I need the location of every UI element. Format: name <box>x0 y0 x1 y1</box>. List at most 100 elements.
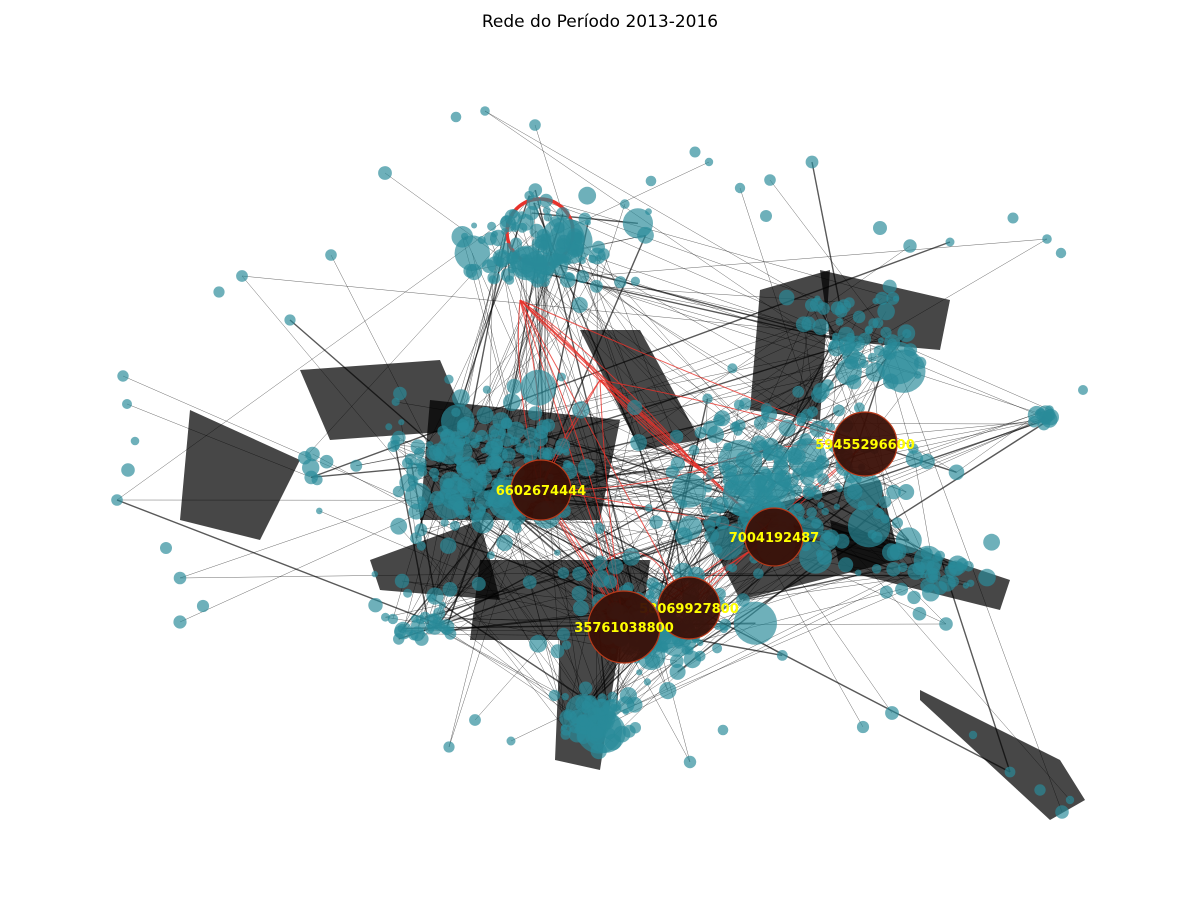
edge <box>664 588 902 650</box>
node <box>733 601 778 645</box>
node <box>325 249 337 261</box>
node <box>418 500 429 511</box>
node <box>571 585 587 602</box>
node <box>778 474 792 488</box>
node <box>130 436 140 446</box>
node <box>529 634 547 653</box>
highlight-edge <box>599 379 701 471</box>
node <box>620 199 630 209</box>
node <box>319 454 334 469</box>
edge <box>608 571 916 725</box>
node <box>563 710 573 721</box>
node <box>670 456 685 471</box>
edge <box>415 274 508 472</box>
node <box>196 599 210 613</box>
edge <box>241 275 847 336</box>
edge-bundle <box>300 360 470 440</box>
node <box>719 624 728 634</box>
node <box>443 741 455 753</box>
node <box>419 611 431 622</box>
node <box>630 434 647 451</box>
node <box>758 466 771 479</box>
node <box>572 566 587 582</box>
node <box>839 336 856 354</box>
node <box>510 237 523 250</box>
node <box>474 434 483 443</box>
node <box>882 279 897 294</box>
node <box>590 725 603 739</box>
node <box>122 399 132 409</box>
node <box>728 523 742 537</box>
hub-node <box>744 507 804 567</box>
edge <box>179 495 419 579</box>
node <box>610 703 618 712</box>
node <box>462 509 469 516</box>
node <box>674 527 693 545</box>
node <box>649 515 663 529</box>
node <box>855 569 862 576</box>
node <box>622 548 641 566</box>
node <box>725 564 733 572</box>
node <box>581 700 591 710</box>
node <box>444 627 457 640</box>
highlight-edge <box>519 299 690 609</box>
edge <box>530 433 697 576</box>
node <box>848 351 867 369</box>
node <box>551 259 568 276</box>
node <box>873 221 887 235</box>
node <box>622 208 654 239</box>
node <box>1065 795 1075 805</box>
node <box>584 219 591 226</box>
node <box>572 600 589 617</box>
edge <box>443 340 881 432</box>
node <box>717 724 729 736</box>
node <box>504 513 513 521</box>
node <box>764 174 776 186</box>
hub-label: 35761038800 <box>574 621 674 636</box>
edge <box>579 304 701 433</box>
node <box>580 725 590 735</box>
node <box>507 421 525 440</box>
node <box>955 561 965 572</box>
edge <box>407 276 583 464</box>
node <box>476 406 494 425</box>
node <box>806 507 817 518</box>
node <box>173 615 187 629</box>
node <box>561 640 572 650</box>
node <box>704 157 714 167</box>
node <box>404 453 417 466</box>
node <box>753 568 764 579</box>
edge <box>494 234 692 597</box>
node <box>787 438 827 477</box>
node <box>919 453 935 470</box>
node <box>878 496 892 509</box>
node <box>515 442 527 454</box>
node <box>560 724 568 731</box>
edge <box>807 381 891 416</box>
edge <box>514 245 911 525</box>
edge <box>546 200 897 299</box>
node <box>530 254 548 271</box>
node <box>704 528 719 543</box>
node <box>408 630 419 641</box>
node <box>1004 766 1016 778</box>
node <box>111 494 123 506</box>
node <box>773 450 787 465</box>
node <box>487 221 497 231</box>
node <box>480 447 488 454</box>
node <box>417 466 428 477</box>
node <box>485 434 493 441</box>
node <box>454 435 465 447</box>
node <box>588 247 606 265</box>
edge <box>449 238 1048 590</box>
edge <box>710 332 907 429</box>
node <box>482 385 491 394</box>
node <box>795 316 812 333</box>
edge <box>534 124 564 215</box>
node <box>750 435 767 451</box>
node <box>440 518 449 527</box>
node <box>671 472 707 508</box>
node <box>889 543 907 560</box>
node <box>416 541 426 551</box>
node <box>762 413 770 421</box>
